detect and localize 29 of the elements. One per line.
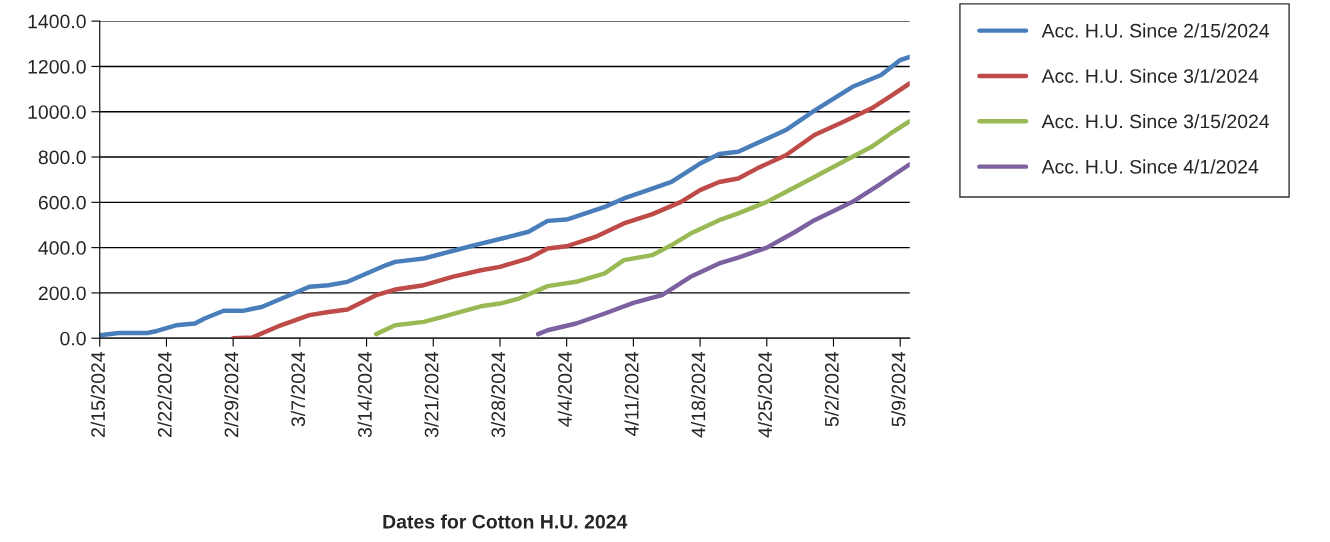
line-series [535,162,910,337]
x-tick-label: 3/7/2024 [290,351,306,427]
y-tick-label: 1000.0 [28,105,86,119]
y-tick-label: 800.0 [38,150,86,165]
y-tick-label: 600.0 [38,195,86,210]
x-tick-label: 2/22/2024 [157,351,172,437]
legend-label: Acc. H.U. Since 4/1/2024 [1041,159,1259,174]
x-tick-label: 3/28/2024 [490,351,506,438]
legend-label: Acc. H.U. Since 2/15/2024 [1041,23,1270,38]
x-tick-label: 2/15/2024 [90,351,105,437]
y-tick-label: 1200.0 [28,59,86,74]
legend-label: Acc. H.U. Since 3/1/2024 [1041,68,1259,83]
y-tick-label: 0.0 [60,331,86,346]
x-tick-label: 5/9/2024 [891,351,906,427]
x-tick-label: 4/18/2024 [691,351,706,438]
legend-label: Acc. H.U. Since 3/15/2024 [1041,114,1270,129]
y-tick-label: 200.0 [38,286,86,301]
line-series [230,81,910,339]
x-tick-label: 4/25/2024 [757,351,772,438]
x-axis-title: Dates for Cotton H.U. 2024 [383,514,628,529]
x-tick-label: 5/2/2024 [824,351,839,427]
line-series [373,119,910,337]
x-tick-label: 3/14/2024 [357,351,372,438]
x-tick-label: 4/4/2024 [557,351,572,427]
y-tick-label: 400.0 [38,241,86,255]
x-tick-label: 3/21/2024 [424,351,439,438]
x-tick-label: 2/29/2024 [224,351,239,437]
x-tick-label: 4/11/2024 [624,351,639,437]
y-tick-label: 1400.0 [28,14,86,29]
